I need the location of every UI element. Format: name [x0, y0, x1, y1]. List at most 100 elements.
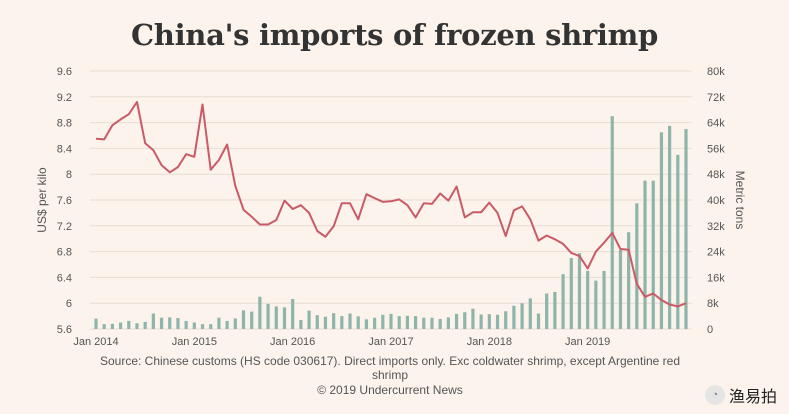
- volume-bar: [299, 319, 303, 329]
- y-axis-left-label: US$ per kilo: [35, 167, 49, 233]
- volume-bar: [536, 313, 541, 329]
- y-left-tick-label: 9.6: [57, 66, 72, 78]
- volume-bar: [610, 116, 614, 330]
- volume-bar: [192, 322, 196, 329]
- volume-bar: [528, 298, 532, 329]
- volume-bar: [94, 318, 98, 329]
- volume-bar: [635, 203, 639, 329]
- x-tick-label: Jan 2016: [270, 336, 315, 348]
- y-right-tick-label: 16k: [707, 272, 725, 284]
- y-left-tick-label: 8: [66, 169, 72, 181]
- volume-bar: [217, 317, 221, 329]
- y-right-tick-label: 64k: [707, 118, 725, 130]
- volume-bar: [495, 314, 500, 329]
- volume-bar: [364, 319, 369, 329]
- y-right-tick-label: 0: [707, 324, 713, 336]
- volume-bar: [487, 314, 491, 329]
- y-left-tick-label: 6: [66, 298, 72, 310]
- volume-bar: [454, 313, 459, 329]
- volume-bar: [668, 125, 672, 329]
- volume-bar: [405, 315, 409, 329]
- volume-bar: [676, 154, 680, 329]
- grid-lines: [90, 70, 692, 330]
- volume-bar: [569, 258, 573, 329]
- y-left-tick-label: 7.2: [57, 221, 72, 233]
- volume-bar: [659, 132, 664, 329]
- y-right-tick-label: 48k: [707, 169, 725, 181]
- volume-bars: [94, 116, 688, 330]
- wechat-icon: ◔: [704, 385, 725, 405]
- volume-bar: [577, 253, 582, 329]
- x-tick-label: Jan 2018: [467, 336, 512, 348]
- y-left-tick-label: 7.6: [57, 195, 72, 207]
- price-line: [95, 101, 687, 308]
- y-left-tick-label: 8.4: [57, 143, 72, 155]
- y-left-tick-label: 6.4: [57, 272, 72, 284]
- volume-bar: [438, 319, 442, 329]
- volume-bar: [446, 317, 450, 329]
- volume-bar: [340, 316, 344, 329]
- copyright: © 2019 Undercurrent News: [317, 383, 463, 397]
- volume-bar: [291, 299, 295, 329]
- volume-bar: [143, 321, 147, 329]
- volume-bar: [266, 303, 270, 329]
- volume-bar: [471, 308, 475, 329]
- y-right-tick-label: 56k: [707, 143, 725, 155]
- y-right-tick-label: 80k: [707, 66, 725, 78]
- volume-bar: [348, 313, 352, 329]
- volume-bar: [307, 310, 311, 329]
- y-right-tick-label: 40k: [707, 195, 725, 207]
- volume-bar: [258, 296, 262, 329]
- volume-bar: [586, 270, 590, 329]
- price-line-path: [95, 101, 687, 308]
- volume-bar: [241, 310, 246, 329]
- y-right-tick-label: 32k: [707, 221, 725, 233]
- volume-bar: [512, 305, 516, 329]
- chart-footer: Source: Chinese customs (HS code 030617)…: [90, 354, 690, 397]
- y-right-tick-label: 72k: [707, 92, 725, 104]
- volume-bar: [643, 180, 647, 329]
- volume-bar: [504, 311, 508, 329]
- volume-bar: [184, 320, 188, 329]
- volume-bar: [274, 306, 278, 329]
- volume-bar: [381, 314, 385, 329]
- volume-bar: [135, 323, 139, 329]
- volume-bar: [323, 316, 328, 329]
- volume-bar: [651, 180, 655, 329]
- volume-bar: [250, 311, 254, 329]
- y-left-tick-label: 8.8: [57, 118, 72, 130]
- volume-bar: [602, 270, 606, 329]
- volume-bar: [282, 307, 287, 329]
- volume-bar: [627, 232, 631, 329]
- volume-bar: [168, 317, 172, 329]
- volume-bar: [422, 317, 426, 329]
- volume-bar: [684, 129, 688, 329]
- volume-bar: [102, 324, 106, 329]
- volume-bar: [127, 320, 131, 329]
- watermark-text: 渔易拍: [728, 389, 777, 406]
- volume-bar: [118, 322, 123, 329]
- volume-bar: [110, 323, 114, 329]
- volume-bar: [159, 317, 164, 329]
- y-left-tick-label: 5.6: [57, 324, 72, 336]
- volume-bar: [430, 317, 434, 329]
- volume-bar: [200, 324, 205, 329]
- volume-bar: [479, 314, 483, 329]
- volume-bar: [561, 274, 565, 329]
- x-tick-label: Jan 2017: [368, 336, 413, 348]
- chart-title: China's imports of frozen shrimp: [131, 18, 658, 52]
- volume-bar: [233, 318, 237, 329]
- y-left-tick-label: 9.2: [57, 92, 72, 104]
- y-right-tick-label: 8k: [707, 298, 719, 310]
- volume-bar: [413, 316, 418, 329]
- volume-bar: [389, 313, 393, 329]
- x-tick-label: Jan 2019: [565, 336, 610, 348]
- volume-bar: [373, 317, 377, 329]
- y-left-tick-label: 6.8: [57, 247, 72, 259]
- volume-bar: [618, 249, 623, 329]
- y-axis-right-label: Metric tons: [733, 171, 747, 230]
- volume-bar: [225, 320, 229, 329]
- volume-bar: [545, 293, 549, 329]
- x-tick-label: Jan 2014: [73, 336, 118, 348]
